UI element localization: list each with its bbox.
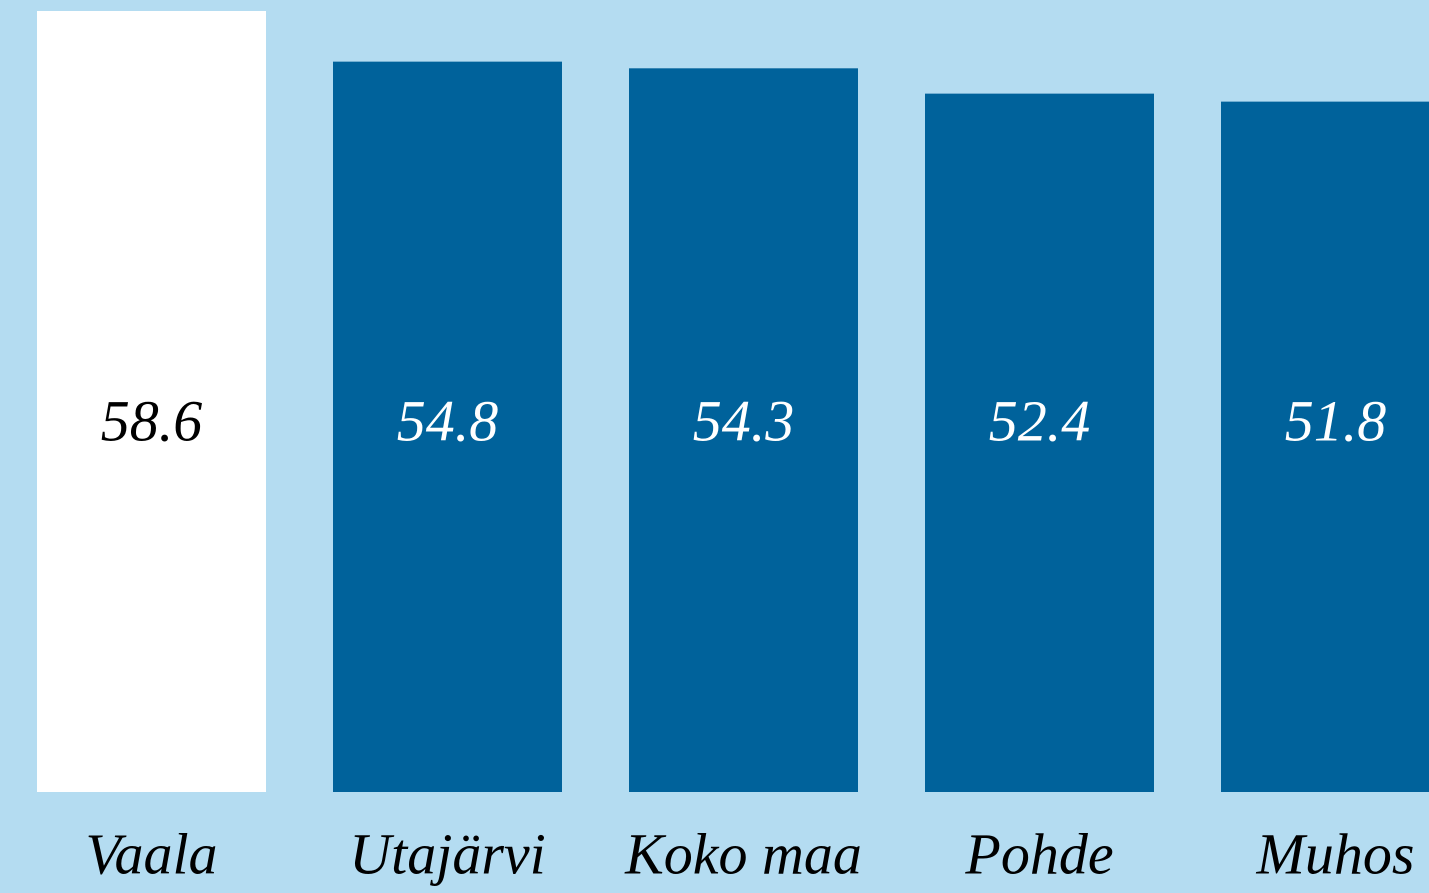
category-label: Vaala <box>85 821 217 886</box>
bar <box>37 11 266 792</box>
bar <box>629 68 858 792</box>
bar <box>925 93 1154 792</box>
category-label: Koko maa <box>624 821 862 886</box>
value-label: 51.8 <box>1285 388 1387 453</box>
value-label: 58.6 <box>101 388 203 453</box>
bar <box>333 61 562 793</box>
category-label: Utajärvi <box>349 821 546 886</box>
bar <box>1221 101 1429 792</box>
category-label: Pohde <box>964 821 1113 886</box>
category-label: Muhos <box>1256 821 1415 886</box>
value-label: 54.3 <box>693 388 795 453</box>
value-label: 54.8 <box>397 388 499 453</box>
value-label: 52.4 <box>989 388 1091 453</box>
